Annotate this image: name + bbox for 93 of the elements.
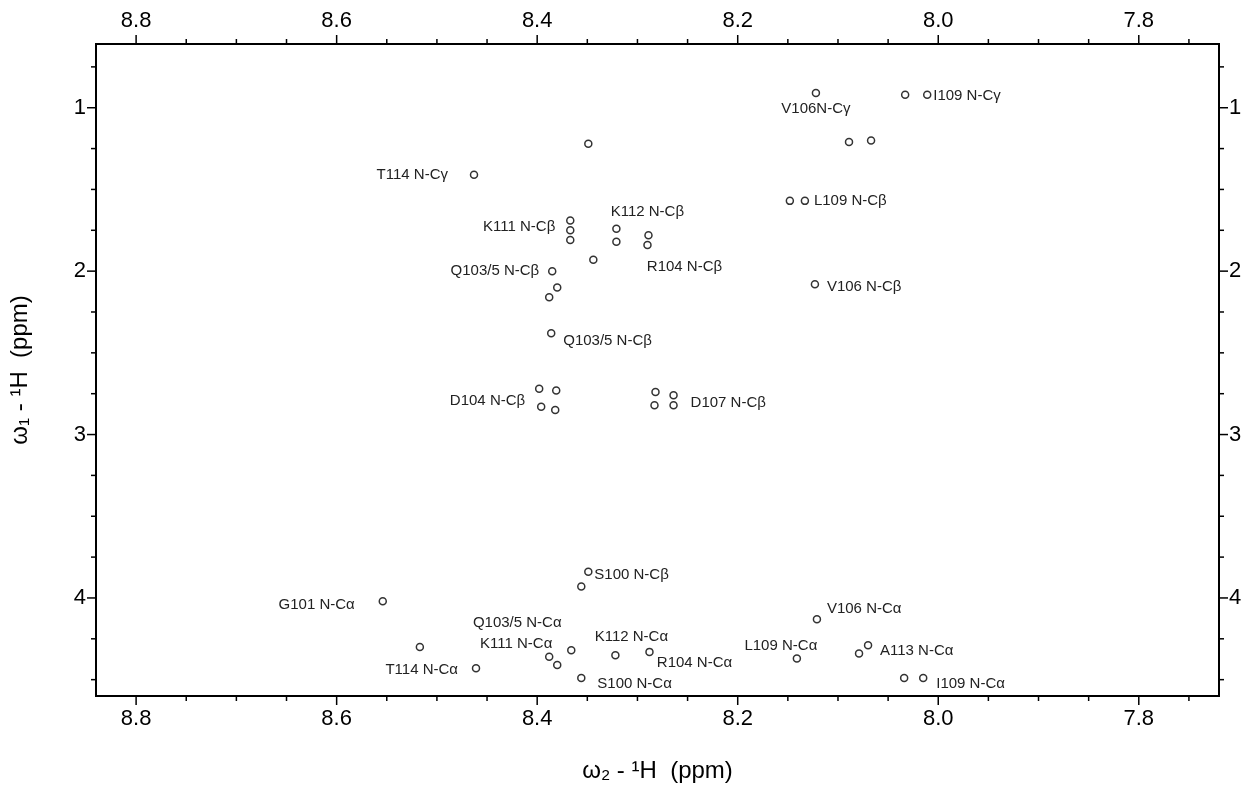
- point: [469, 170, 479, 179]
- x2-tick-label: 8.8: [120, 6, 152, 32]
- point: [544, 652, 554, 662]
- annotation: T114 N-Cγ: [376, 164, 449, 182]
- x2-tick-label: 8.0: [922, 6, 954, 32]
- point: [567, 646, 576, 655]
- annotation: Q103/5 N-Cα: [472, 613, 562, 631]
- x-tick-label: 8.6: [321, 705, 352, 731]
- point: [546, 328, 556, 338]
- y-tick-label: 3: [73, 420, 86, 446]
- point: [534, 384, 544, 394]
- point: [922, 90, 932, 99]
- point: [552, 283, 562, 292]
- point: [812, 614, 822, 624]
- annotation: K111 N-Cβ: [483, 217, 556, 235]
- point: [589, 255, 598, 264]
- point: [866, 136, 876, 145]
- point: [415, 642, 425, 652]
- annotation: R104 N-Cα: [656, 653, 733, 671]
- annotation: V106 N-Cβ: [826, 277, 902, 295]
- annotation: T114 N-Cα: [385, 660, 459, 678]
- annotation: K111 N-Cα: [480, 633, 553, 651]
- y-tick-label: 4: [73, 584, 86, 610]
- point: [378, 596, 388, 606]
- point: [651, 387, 660, 397]
- annotation: R104 N-Cβ: [646, 257, 723, 275]
- point: [669, 400, 678, 410]
- point: [900, 90, 910, 99]
- annotation: Q103/5 N-Cβ: [450, 261, 540, 279]
- annotation: Q103/5 N-Cβ: [563, 331, 653, 349]
- point: [785, 196, 795, 206]
- annotation: L109 N-Cβ: [813, 191, 888, 209]
- point: [577, 582, 586, 591]
- x2-tick-label: 8.6: [321, 6, 352, 32]
- point: [544, 293, 554, 302]
- point: [644, 230, 653, 240]
- point: [811, 88, 821, 98]
- point: [536, 402, 546, 412]
- annotation: L109 N-Cα: [744, 635, 818, 653]
- y-tick-label: 2: [73, 257, 86, 283]
- annotation: K112 N-Cβ: [610, 201, 685, 219]
- x-tick-label: 8.4: [521, 705, 553, 731]
- annotation: A113 N-Cα: [880, 640, 954, 658]
- point: [643, 240, 652, 250]
- annotation: S100 N-Cβ: [594, 564, 670, 582]
- point: [612, 224, 621, 233]
- annotation: D107 N-Cβ: [690, 393, 767, 411]
- y-axis-title: ω₁ - ¹H (ppm): [5, 295, 33, 445]
- point: [577, 673, 586, 683]
- x2-tick-label: 7.8: [1123, 6, 1155, 32]
- point: [611, 650, 620, 660]
- point: [810, 279, 820, 289]
- point: [854, 649, 864, 658]
- point: [899, 673, 909, 683]
- x-tick-label: 7.8: [1123, 705, 1155, 731]
- y2-tick-label: 1: [1229, 93, 1242, 119]
- x2-tick-label: 8.4: [521, 6, 553, 32]
- point: [566, 235, 575, 245]
- annotation: V106N-Cγ: [781, 99, 852, 117]
- point: [800, 196, 810, 206]
- point: [645, 647, 654, 657]
- annotation: I109 N-Cα: [936, 674, 1006, 692]
- point: [551, 386, 561, 395]
- point: [547, 266, 557, 276]
- point: [669, 391, 678, 400]
- x-tick-label: 8.2: [722, 705, 754, 731]
- x2-tick-label: 8.2: [722, 6, 754, 32]
- x-tick-label: 8.0: [922, 705, 954, 731]
- point: [566, 226, 575, 235]
- point: [792, 654, 802, 663]
- annotation: I109 N-Cγ: [933, 85, 1002, 103]
- point: [584, 567, 593, 577]
- y-tick-label: 1: [73, 93, 86, 119]
- annotation: S100 N-Cα: [597, 674, 673, 692]
- point: [552, 660, 562, 670]
- point: [650, 400, 659, 410]
- point: [471, 663, 481, 673]
- y2-tick-label: 4: [1229, 584, 1242, 610]
- x-tick-label: 8.8: [120, 705, 152, 731]
- annotation: D104 N-Cβ: [449, 390, 526, 408]
- point: [584, 139, 593, 148]
- annotation: V106 N-Cα: [826, 599, 902, 617]
- point: [918, 673, 928, 683]
- point: [612, 237, 621, 246]
- y2-tick-label: 3: [1229, 420, 1242, 446]
- x-axis-title: ω₂ - ¹H (ppm): [582, 756, 733, 784]
- annotation: K112 N-Cα: [594, 627, 669, 645]
- point: [566, 216, 575, 225]
- point: [844, 137, 854, 147]
- point: [863, 641, 873, 650]
- point: [550, 405, 560, 415]
- annotation: G101 N-Cα: [278, 595, 356, 613]
- y2-tick-label: 2: [1229, 257, 1242, 283]
